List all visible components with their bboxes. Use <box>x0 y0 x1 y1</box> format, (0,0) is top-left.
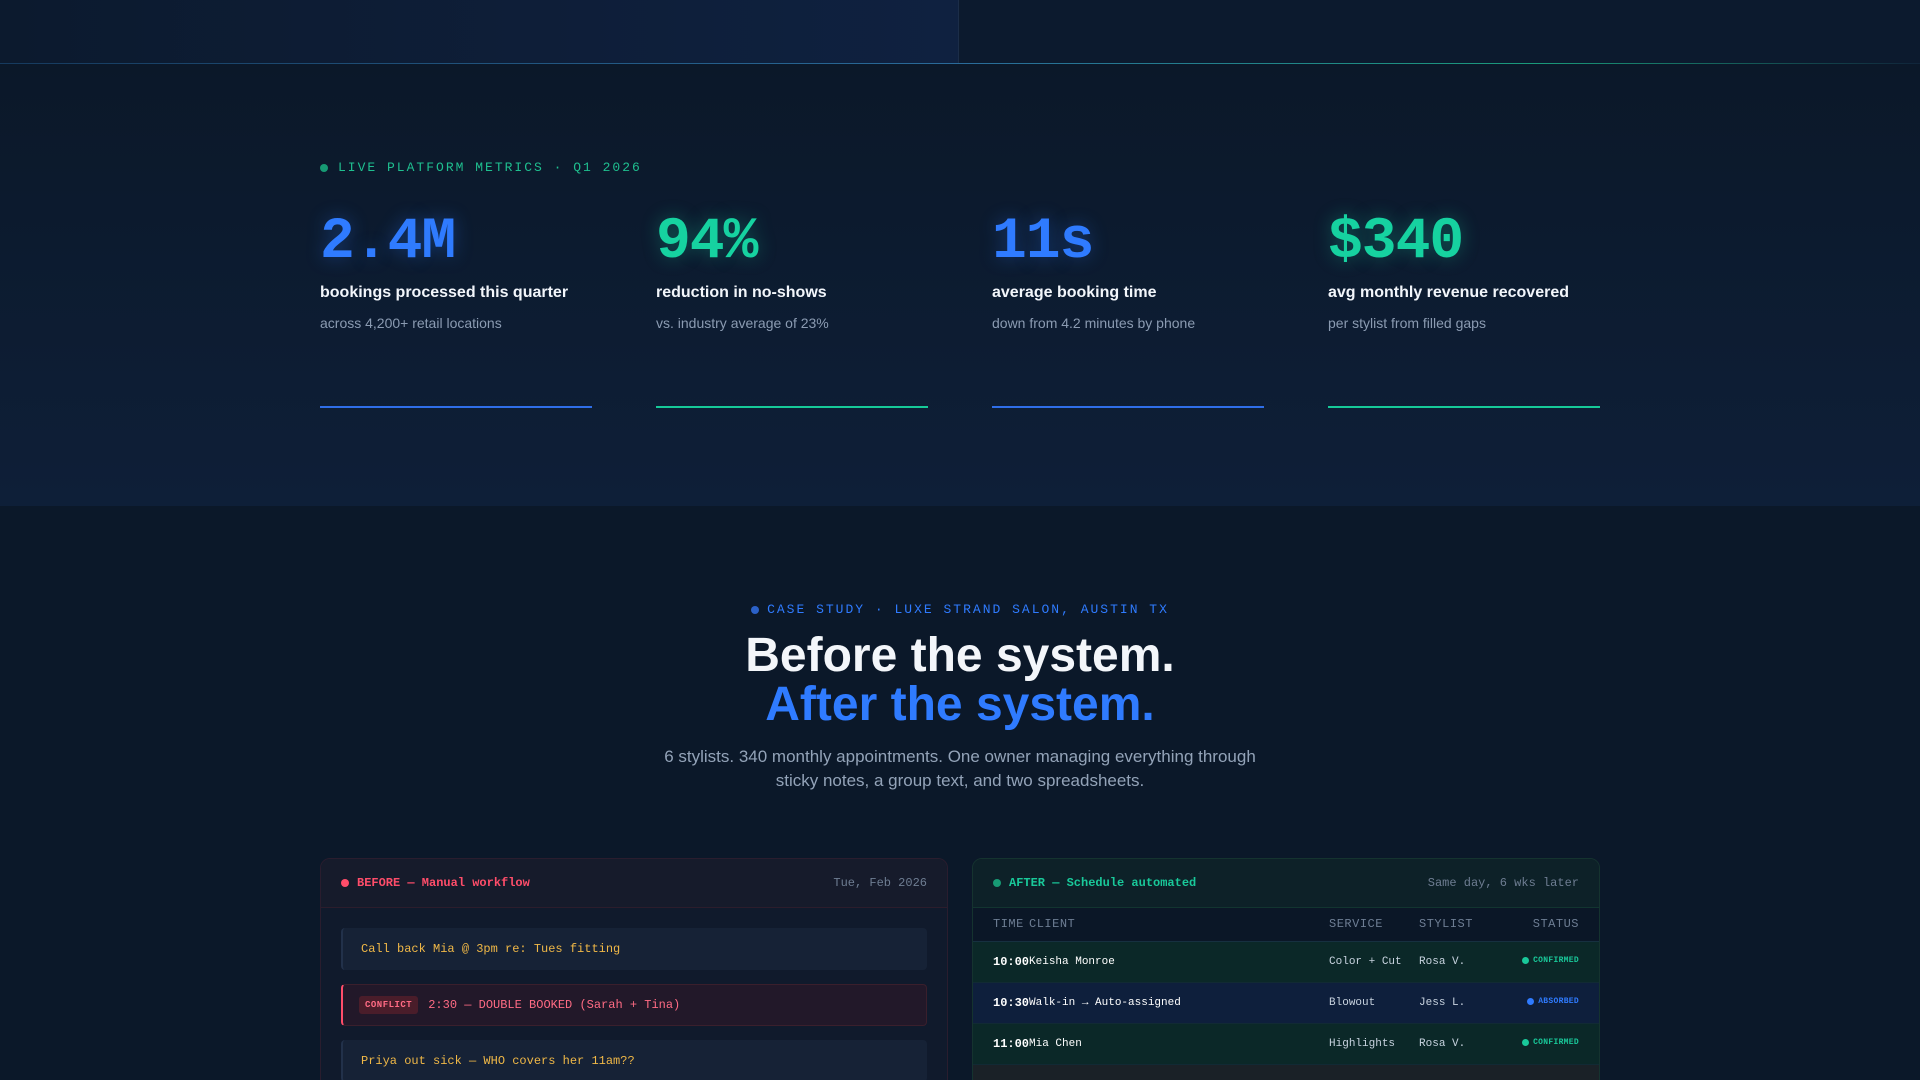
cell-time <box>973 1064 1030 1080</box>
status-badge: CONFIRMED <box>1522 956 1579 965</box>
table-header-row: TIME CLIENT SERVICE STYLIST STATUS <box>973 908 1599 942</box>
live-dot-icon <box>320 163 328 172</box>
before-panel: BEFORE — Manual workflow Tue, Feb 2026 C… <box>320 858 948 1080</box>
status-badge: ABSORBED <box>1527 997 1579 1006</box>
metric-sub: vs. industry average of 23% <box>656 315 829 331</box>
after-panel-title-text: AFTER — Schedule automated <box>1009 876 1197 890</box>
schedule-table: TIME CLIENT SERVICE STYLIST STATUS 10:00… <box>973 908 1599 1080</box>
case-study-intro: 6 stylists. 340 monthly appointments. On… <box>664 747 1256 790</box>
metrics-eyebrow: LIVE PLATFORM METRICS · Q1 2026 <box>320 160 642 175</box>
status-text: CONFIRMED <box>1533 1037 1579 1047</box>
column-header-time: TIME <box>973 908 1030 942</box>
metric-sub: down from 4.2 minutes by phone <box>992 315 1196 331</box>
status-text: ABSORBED <box>1538 996 1579 1006</box>
status-badge: CONFIRMED <box>1522 1038 1579 1047</box>
case-study-eyebrow-text: CASE STUDY · LUXE STRAND SALON, AUSTIN T… <box>767 602 1169 617</box>
column-header-status: STATUS <box>1509 908 1599 942</box>
cell-time: 11:00 <box>973 1023 1030 1065</box>
cell-client: Mia Chen <box>1029 1023 1330 1065</box>
metric-bookings: 2.4M bookings processed this quarter acr… <box>320 210 592 408</box>
before-panel-title-text: BEFORE — Manual workflow <box>357 876 530 890</box>
before-panel-date: Tue, Feb 2026 <box>833 876 927 890</box>
cell-service <box>1329 1064 1420 1080</box>
column-header-service: SERVICE <box>1329 908 1420 942</box>
alert-dot-icon <box>341 879 349 887</box>
sticky-note: Priya out sick — WHO covers her 11am?? <box>341 1040 927 1080</box>
metric-underline <box>656 406 928 408</box>
metric-label: average booking time <box>992 284 1157 301</box>
metric-value: 11s <box>992 210 1094 275</box>
top-strip <box>0 0 1920 64</box>
metrics-section: LIVE PLATFORM METRICS · Q1 2026 2.4M boo… <box>0 64 1920 506</box>
sticky-note-conflict: CONFLICT 2:30 — DOUBLE BOOKED (Sarah + T… <box>341 984 927 1026</box>
cell-client: Walk-in → Auto-assigned <box>1029 982 1330 1024</box>
table-row[interactable]: 10:00 Keisha Monroe Color + Cut Rosa V. … <box>973 941 1599 983</box>
status-dot-icon <box>993 879 1001 887</box>
cell-stylist: Rosa V. <box>1419 941 1510 983</box>
cell-status: CONFIRMED <box>1509 1023 1599 1065</box>
cell-service: Blowout <box>1329 982 1420 1024</box>
top-divider <box>0 63 1920 64</box>
metric-underline <box>320 406 592 408</box>
after-panel: AFTER — Schedule automated Same day, 6 w… <box>972 858 1600 1080</box>
headline-before: Before the system. <box>745 629 1175 682</box>
status-dot-icon <box>1527 997 1535 1005</box>
metric-sub: per stylist from filled gaps <box>1328 315 1486 331</box>
cell-status: ABSORBED <box>1509 982 1599 1024</box>
table-row-partial[interactable] <box>973 1064 1599 1080</box>
column-header-stylist: STYLIST <box>1419 908 1510 942</box>
after-panel-title: AFTER — Schedule automated <box>993 876 1196 890</box>
cell-client <box>1029 1064 1330 1080</box>
sticky-note-text: Call back Mia @ 3pm re: Tues fitting <box>361 942 621 956</box>
cell-status <box>1509 1064 1599 1080</box>
table-row[interactable]: 10:30 Walk-in → Auto-assigned Blowout Je… <box>973 982 1599 1024</box>
after-panel-header: AFTER — Schedule automated Same day, 6 w… <box>973 859 1599 908</box>
after-panel-meta: Same day, 6 wks later <box>1427 876 1579 890</box>
metric-revenue: $340 avg monthly revenue recovered per s… <box>1328 210 1600 408</box>
cell-time: 10:30 <box>973 982 1030 1024</box>
metric-no-shows: 94% reduction in no-shows vs. industry a… <box>656 210 928 408</box>
status-dot-icon <box>1522 1038 1530 1046</box>
sticky-notes-list: Call back Mia @ 3pm re: Tues fitting CON… <box>321 908 947 1080</box>
sticky-note-text: Priya out sick — WHO covers her 11am?? <box>361 1054 635 1068</box>
conflict-badge: CONFLICT <box>359 996 419 1014</box>
before-panel-header: BEFORE — Manual workflow Tue, Feb 2026 <box>321 859 947 908</box>
top-strip-left-panel <box>0 0 959 64</box>
metric-booking-time: 11s average booking time down from 4.2 m… <box>992 210 1264 408</box>
cell-client: Keisha Monroe <box>1029 941 1330 983</box>
metric-value: 94% <box>656 210 758 275</box>
metrics-eyebrow-text: LIVE PLATFORM METRICS · Q1 2026 <box>338 160 642 175</box>
cell-stylist <box>1419 1064 1510 1080</box>
table-row[interactable]: 11:00 Mia Chen Highlights Rosa V. CONFIR… <box>973 1023 1599 1065</box>
metric-value: 2.4M <box>320 210 456 275</box>
cell-service: Highlights <box>1329 1023 1420 1065</box>
cell-time: 10:00 <box>973 941 1030 983</box>
case-study-eyebrow: CASE STUDY · LUXE STRAND SALON, AUSTIN T… <box>0 602 1920 618</box>
headline-after: After the system. <box>765 678 1155 731</box>
metric-underline <box>992 406 1264 408</box>
cell-status: CONFIRMED <box>1509 941 1599 983</box>
before-panel-title: BEFORE — Manual workflow <box>341 876 530 890</box>
metric-underline <box>1328 406 1600 408</box>
metric-label: reduction in no-shows <box>656 284 827 301</box>
status-text: CONFIRMED <box>1533 955 1579 965</box>
cell-service: Color + Cut <box>1329 941 1420 983</box>
metric-value: $340 <box>1328 210 1464 275</box>
cell-stylist: Rosa V. <box>1419 1023 1510 1065</box>
metric-label: avg monthly revenue recovered <box>1328 284 1569 301</box>
sticky-note-text: 2:30 — DOUBLE BOOKED (Sarah + Tina) <box>428 998 681 1012</box>
case-study-dot-icon <box>751 605 760 614</box>
sticky-note: Call back Mia @ 3pm re: Tues fitting <box>341 928 927 970</box>
status-dot-icon <box>1522 956 1530 964</box>
cell-stylist: Jess L. <box>1419 982 1510 1024</box>
metric-label: bookings processed this quarter <box>320 284 569 301</box>
column-header-client: CLIENT <box>1029 908 1330 942</box>
metric-sub: across 4,200+ retail locations <box>320 315 502 331</box>
